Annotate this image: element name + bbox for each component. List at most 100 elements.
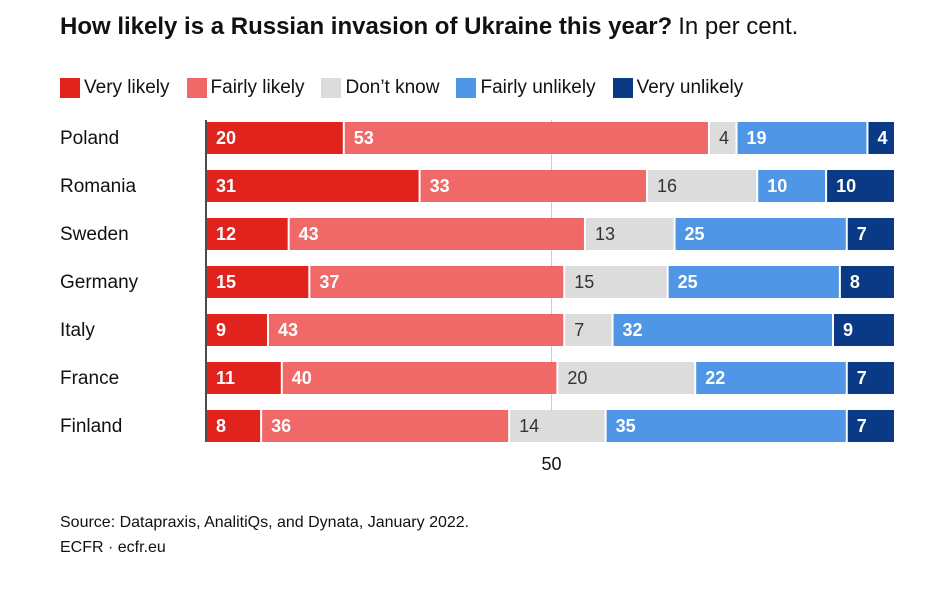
data-label: 7 xyxy=(857,368,867,388)
bar-segment-fairly-unlikely xyxy=(613,314,832,346)
bar-segment-very-unlikely xyxy=(847,410,894,442)
legend-label: Fairly likely xyxy=(210,77,305,98)
data-label: 15 xyxy=(216,272,236,292)
bar-segment-fairly-likely xyxy=(344,122,708,154)
bar-segment-fairly-unlikely xyxy=(758,170,826,202)
bar-segment-very-likely xyxy=(207,122,343,154)
data-label: 10 xyxy=(767,176,787,196)
chart-legend: Very likely Fairly likely Don’t know Fairly… xyxy=(60,76,760,100)
data-label: 13 xyxy=(595,224,615,244)
bar-segment-don-t-know xyxy=(565,266,667,298)
data-label: 8 xyxy=(850,272,860,292)
bar-segment-very-likely xyxy=(207,218,288,250)
data-label: 9 xyxy=(216,320,226,340)
bar-segment-fairly-unlikely xyxy=(737,122,867,154)
category-label-italy: Italy xyxy=(60,320,95,341)
data-label: 11 xyxy=(216,368,235,388)
data-label: 35 xyxy=(616,416,636,436)
x-tick-label: 50 xyxy=(541,454,561,474)
data-label: 15 xyxy=(574,272,594,292)
legend-swatch xyxy=(456,78,477,98)
data-label: 20 xyxy=(216,128,236,148)
category-label-sweden: Sweden xyxy=(60,224,129,245)
legend-label: Don’t know xyxy=(345,77,440,98)
bar-segment-fairly-likely xyxy=(262,410,509,442)
data-label: 4 xyxy=(877,128,887,148)
bar-segment-very-likely xyxy=(207,266,309,298)
chart-title: How likely is a Russian invasion of Ukra… xyxy=(60,13,673,40)
legend-swatch xyxy=(612,78,633,98)
chart-heading: How likely is a Russian invasion of Ukra… xyxy=(60,12,798,42)
category-label-poland: Poland xyxy=(60,128,119,149)
credit-note: ECFR · ecfr.eu xyxy=(60,539,166,556)
data-label: 9 xyxy=(843,320,853,340)
bar-segment-very-unlikely xyxy=(868,122,894,154)
data-label: 12 xyxy=(216,224,236,244)
data-label: 14 xyxy=(519,416,539,436)
legend-swatch xyxy=(60,78,80,98)
bar-segment-fairly-likely xyxy=(310,266,564,298)
bar-segment-very-likely xyxy=(207,410,261,442)
chart-subtitle: In per cent. xyxy=(678,13,799,40)
bar-segment-fairly-unlikely xyxy=(668,266,839,298)
bar-segment-very-unlikely xyxy=(833,314,894,346)
data-label: 43 xyxy=(278,320,298,340)
bar-segment-don-t-know xyxy=(585,218,674,250)
source-note: Source: Datapraxis, AnalitiQs, and Dynat… xyxy=(60,514,470,531)
legend-label: Fairly unlikely xyxy=(480,77,596,98)
legend-swatch xyxy=(186,78,207,98)
legend-item-fairly-unlikely: Fairly unlikely xyxy=(456,76,596,100)
data-label: 8 xyxy=(216,416,226,436)
category-label-france: France xyxy=(60,368,119,389)
bar-segment-very-unlikely xyxy=(840,266,894,298)
data-label: 32 xyxy=(623,320,643,340)
data-label: 10 xyxy=(836,176,856,196)
legend-label: Very unlikely xyxy=(636,77,744,98)
data-label: 16 xyxy=(657,176,677,196)
bar-segment-don-t-know xyxy=(558,362,695,394)
data-label: 19 xyxy=(747,128,767,148)
legend-item-don-t-know: Don’t know xyxy=(321,76,439,100)
bar-segment-very-likely xyxy=(207,362,281,394)
legend-item-very-likely: Very likely xyxy=(60,76,170,100)
data-label: 36 xyxy=(271,416,291,436)
data-label: 20 xyxy=(567,368,587,388)
legend-swatch xyxy=(321,78,342,98)
data-label: 7 xyxy=(857,416,867,436)
category-label-romania: Romania xyxy=(60,176,136,197)
bar-segment-very-unlikely xyxy=(827,170,894,202)
bar-segment-fairly-unlikely xyxy=(675,218,846,250)
bar-segment-very-likely xyxy=(207,170,419,202)
data-label: 7 xyxy=(857,224,867,244)
legend-item-very-unlikely: Very unlikely xyxy=(612,76,744,100)
bar-segment-fairly-unlikely xyxy=(606,410,846,442)
bar-segment-fairly-likely xyxy=(420,170,646,202)
data-label: 31 xyxy=(216,176,236,196)
legend-label: Very likely xyxy=(84,77,170,98)
data-label: 7 xyxy=(574,320,584,340)
legend-item-fairly-likely: Fairly likely xyxy=(186,76,305,100)
data-label: 43 xyxy=(299,224,319,244)
data-label: 53 xyxy=(354,128,374,148)
bar-segment-fairly-likely xyxy=(289,218,584,250)
data-label: 4 xyxy=(719,128,729,148)
data-label: 22 xyxy=(705,368,725,388)
data-label: 40 xyxy=(292,368,312,388)
bar-segment-fairly-likely xyxy=(282,362,557,394)
bar-segment-very-unlikely xyxy=(847,218,894,250)
category-label-germany: Germany xyxy=(60,272,139,293)
data-label: 33 xyxy=(430,176,450,196)
data-label: 25 xyxy=(685,224,705,244)
bar-segment-don-t-know xyxy=(510,410,605,442)
bar-segment-very-unlikely xyxy=(847,362,894,394)
bar-segment-fairly-likely xyxy=(269,314,564,346)
data-label: 25 xyxy=(678,272,698,292)
chart-footer: Source: Datapraxis, AnalitiQs, and Dynat… xyxy=(60,510,469,560)
data-label: 37 xyxy=(319,272,339,292)
bar-segment-very-likely xyxy=(207,314,268,346)
bar-segment-don-t-know xyxy=(709,122,736,154)
bar-segment-fairly-unlikely xyxy=(696,362,846,394)
bar-segment-don-t-know xyxy=(647,170,757,202)
